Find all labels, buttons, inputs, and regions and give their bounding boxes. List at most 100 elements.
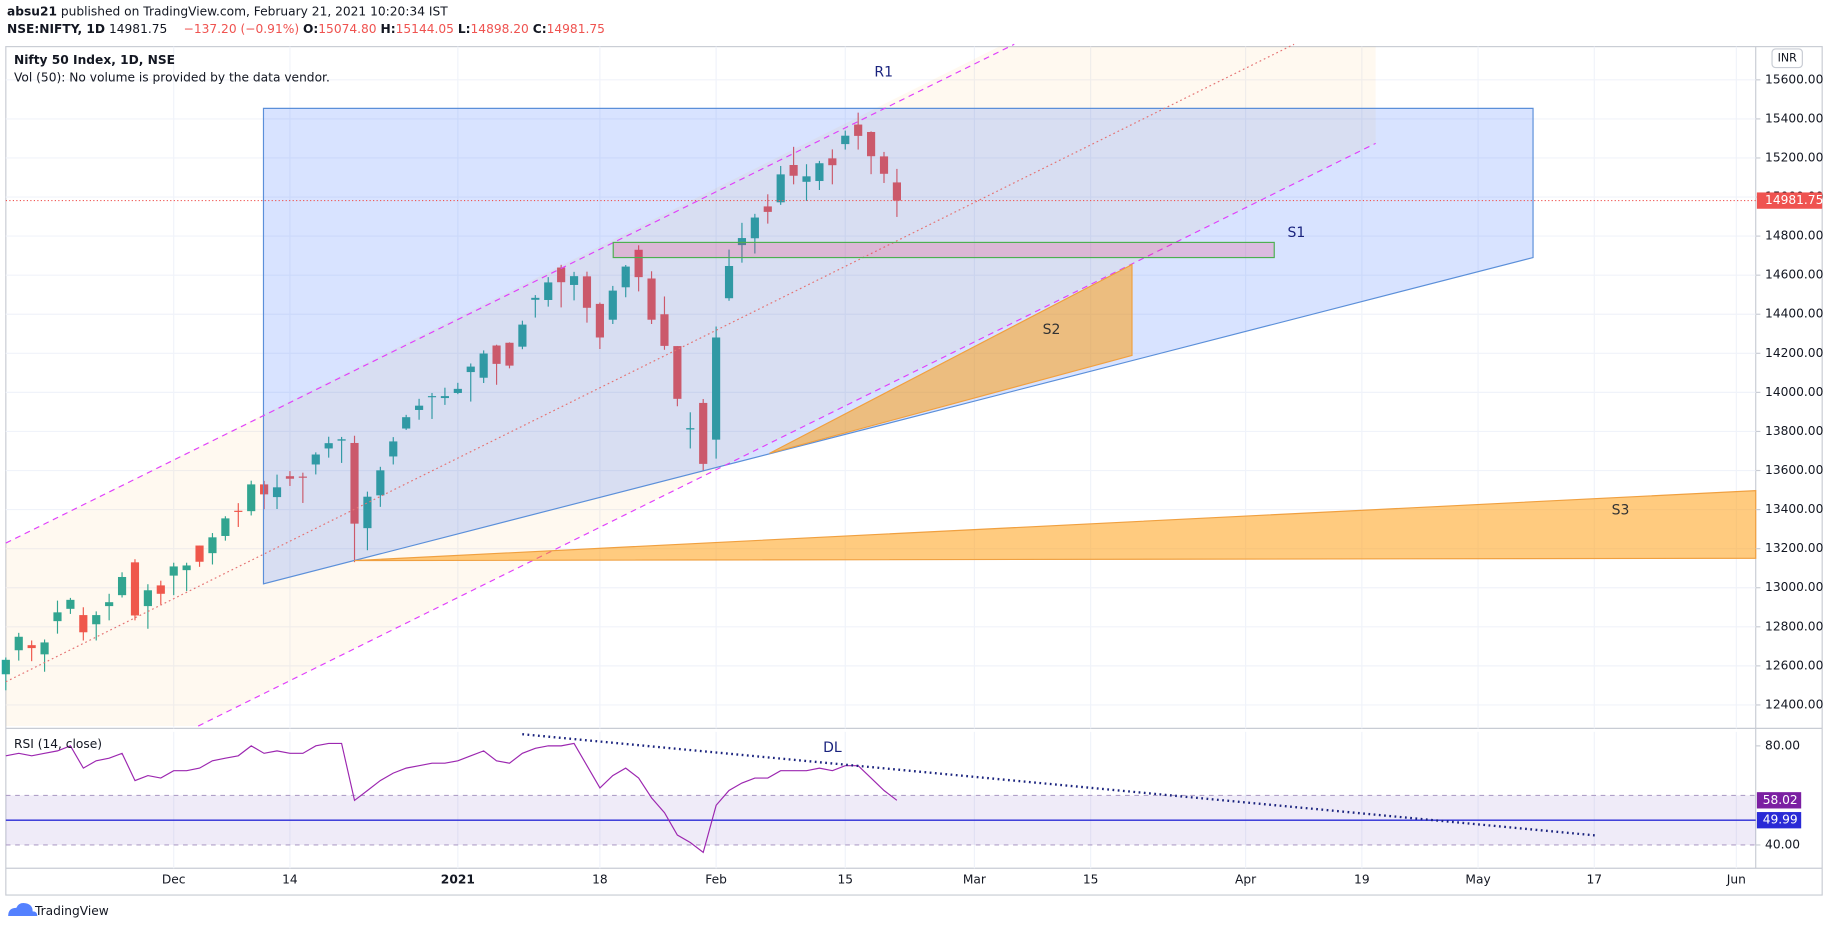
candle-body	[879, 156, 889, 174]
candle-body	[285, 476, 295, 479]
published: published on TradingView.com, February 2…	[61, 4, 448, 18]
candle-body	[505, 342, 514, 366]
candle-body	[143, 590, 152, 607]
candle-body	[828, 158, 837, 166]
candle-body	[737, 238, 747, 246]
header-line: absu21 published on TradingView.com, Feb…	[7, 4, 448, 18]
y-tick-label: 80.00	[1765, 738, 1800, 752]
y-tick-label: 12400.00	[1765, 697, 1823, 711]
low: 14898.20	[471, 22, 529, 36]
h-label: H:	[381, 22, 396, 36]
candle-body	[92, 615, 101, 625]
annotation: R1	[874, 64, 893, 80]
candle-body	[582, 276, 592, 308]
candle-body	[415, 405, 424, 410]
annotation: S2	[1043, 322, 1061, 338]
candle-body	[260, 484, 269, 495]
logo	[8, 903, 38, 917]
x-tick-label: Jun	[1726, 872, 1746, 886]
candle-body	[608, 290, 617, 320]
channel-lower	[197, 142, 1376, 727]
candle-body	[40, 642, 49, 655]
x-tick-label: 19	[1354, 872, 1370, 886]
candle-body	[699, 402, 708, 464]
candle-body	[298, 476, 307, 478]
candle-body	[27, 645, 36, 649]
y-tick-label: 40.00	[1765, 837, 1800, 851]
s2-wedge	[769, 263, 1133, 454]
candle-body	[350, 442, 359, 524]
candle-body	[621, 266, 630, 288]
y-tick-label: 13800.00	[1765, 424, 1823, 438]
candle-body	[647, 278, 656, 320]
candle-body	[14, 636, 23, 651]
pane-title: Nifty 50 Index, 1D, NSE	[14, 53, 175, 67]
candle-body	[337, 439, 346, 441]
candle-body	[440, 396, 449, 399]
candle-body	[595, 303, 604, 338]
annotation: S1	[1288, 225, 1306, 241]
y-tick-label: 14800.00	[1765, 229, 1823, 243]
candle-body	[234, 510, 243, 512]
candle-body	[660, 314, 669, 346]
last-price-label: 14981.75	[1765, 193, 1823, 207]
last-price-box	[1756, 192, 1823, 209]
x-tick-label: Feb	[705, 872, 727, 886]
candle-body	[750, 217, 759, 239]
rsi-value-box	[1756, 792, 1802, 809]
candle-body	[402, 417, 411, 429]
candle-body	[247, 484, 256, 512]
header-quote: NSE:NIFTY, 1D 14981.75 −137.20 (−0.91%) O…	[7, 22, 605, 36]
candle-body	[776, 174, 785, 203]
channel-median	[5, 43, 1295, 683]
rsi-line	[5, 742, 898, 854]
y-tick-label: 13200.00	[1765, 541, 1823, 555]
candle-body	[841, 135, 850, 145]
drawings	[5, 43, 1757, 837]
brand: TradingView	[34, 904, 109, 918]
y-tick-label: 12600.00	[1765, 658, 1823, 672]
candle-body	[66, 599, 75, 609]
candle-body	[272, 487, 282, 498]
candle-body	[195, 545, 204, 562]
o-label: O:	[303, 22, 318, 36]
candle-body	[673, 346, 682, 399]
candle-body	[208, 537, 217, 554]
candle-body	[79, 615, 88, 633]
x-tick-label: 17	[1587, 872, 1603, 886]
candle-body	[867, 131, 876, 157]
close: 14981.75	[547, 22, 605, 36]
candle-body	[492, 345, 501, 364]
candle-body	[311, 454, 320, 465]
change: −137.20 (−0.91%)	[184, 22, 299, 36]
y-tick-label: 14600.00	[1765, 268, 1823, 282]
candle-body	[712, 337, 721, 440]
author: absu21	[7, 4, 57, 18]
candle-body	[105, 602, 114, 607]
candle-body	[815, 163, 824, 182]
x-tick-label: 2021	[441, 872, 475, 886]
candle-body	[376, 470, 385, 496]
candle-body	[453, 388, 462, 393]
x-tick-label: May	[1465, 872, 1490, 886]
y-tick-label: 15400.00	[1765, 111, 1823, 125]
x-tick-label: Apr	[1235, 872, 1257, 886]
candle-body	[389, 441, 398, 457]
rsi-title: RSI (14, close)	[14, 737, 102, 751]
marks	[1, 112, 1756, 854]
candle-body	[634, 249, 643, 278]
candle-body	[724, 265, 734, 299]
candle-body	[117, 576, 127, 596]
candle-body	[53, 612, 62, 622]
candle-body	[466, 366, 475, 373]
candle-body	[789, 164, 798, 176]
level-label: 49.99	[1763, 813, 1798, 827]
candle-body	[1, 659, 10, 675]
candle-body	[544, 282, 553, 300]
y-tick-label: 12800.00	[1765, 619, 1823, 633]
currency-box	[1771, 48, 1803, 69]
pitchfork-fill	[5, 46, 1376, 727]
y-tick-label: 13000.00	[1765, 580, 1823, 594]
candle-body	[531, 297, 540, 300]
